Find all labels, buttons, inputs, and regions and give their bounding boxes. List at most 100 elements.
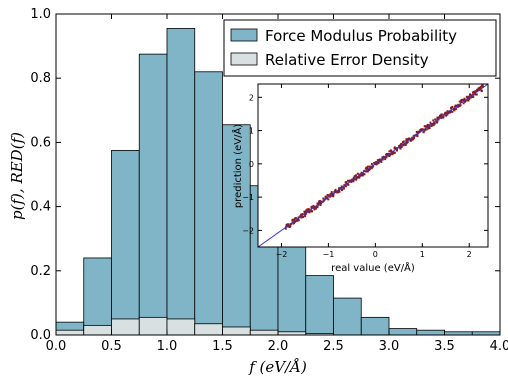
scatter-point (463, 97, 466, 100)
scatter-point (475, 93, 478, 96)
legend-label-error: Relative Error Density (265, 51, 429, 69)
scatter-point (423, 129, 426, 132)
force-bar (166, 28, 196, 336)
scatter-point (293, 218, 296, 221)
x-tick-label: 2.5 (323, 339, 344, 354)
scatter-point (314, 207, 317, 210)
scatter-point (352, 180, 355, 183)
scatter-point (324, 195, 327, 198)
scatter-point (385, 156, 388, 159)
scatter-point (363, 173, 366, 176)
scatter-point (400, 142, 403, 145)
force-bar (305, 275, 334, 336)
scatter-point (402, 144, 405, 147)
scatter-point (316, 202, 319, 205)
scatter-point (360, 171, 363, 174)
scatter-point (460, 100, 463, 103)
scatter-point (330, 191, 333, 194)
scatter-point (406, 138, 409, 141)
inset-y-label: prediction (eV/Å) (231, 124, 244, 208)
inset-frame (257, 83, 489, 248)
scatter-point (374, 161, 377, 164)
error-bar (138, 316, 168, 336)
force-bar (416, 329, 445, 336)
scatter-point (370, 167, 373, 170)
scatter-point (410, 139, 413, 142)
scatter-point (398, 146, 401, 149)
scatter-point (415, 131, 418, 134)
scatter-point (424, 125, 427, 128)
scatter-point (471, 91, 474, 94)
scatter-point (334, 188, 337, 191)
scatter-point (313, 208, 316, 211)
scatter-point (365, 166, 368, 169)
scatter-point (304, 211, 307, 214)
scatter-point (474, 90, 477, 93)
scatter-point (458, 100, 461, 103)
scatter-point (316, 205, 319, 208)
scatter-point (345, 182, 348, 185)
scatter-point (440, 113, 443, 116)
force-bar (83, 257, 112, 336)
inset-x-tick-label: 2 (467, 250, 472, 259)
scatter-point (297, 216, 300, 219)
scatter-point (438, 114, 441, 117)
error-bar (55, 329, 85, 336)
scatter-point (311, 210, 314, 213)
error-bar (83, 324, 112, 336)
x-tick-label: 0.0 (46, 339, 67, 354)
scatter-point (446, 113, 449, 116)
scatter-point (391, 153, 394, 156)
scatter-point (386, 152, 389, 155)
scatter-point (449, 111, 452, 114)
scatter-point (353, 178, 356, 181)
x-axis-label: f (eV/Å) (248, 358, 307, 376)
scatter-point (332, 195, 335, 198)
scatter-point (381, 156, 384, 159)
scatter-point (469, 96, 472, 99)
scatter-point (405, 142, 408, 145)
scatter-point (297, 219, 300, 222)
scatter-point (304, 215, 307, 218)
legend-swatch-force (230, 28, 258, 42)
scatter-point (412, 137, 415, 140)
scatter-point (338, 187, 341, 190)
scatter-point (302, 215, 305, 218)
inset-x-tick-label: 0 (373, 250, 378, 259)
scatter-point (344, 185, 347, 188)
scatter-point (393, 146, 396, 149)
scatter-point (432, 124, 435, 127)
scatter-point (426, 123, 429, 126)
x-tick-label: 4.0 (490, 339, 508, 354)
scatter-point (289, 225, 292, 228)
scatter-point (342, 186, 345, 189)
scatter-point (361, 174, 364, 177)
inset-fit-line (257, 83, 489, 248)
scatter-point (465, 95, 468, 98)
scatter-point (294, 217, 297, 220)
scatter-point (468, 97, 471, 100)
scatter-point (301, 212, 304, 215)
scatter-point (321, 200, 324, 203)
scatter-point (390, 150, 393, 153)
scatter-point (375, 163, 378, 166)
error-bar (194, 323, 223, 336)
scatter-point (402, 140, 405, 143)
scatter-point (305, 212, 308, 215)
y-tick-label: 0.2 (30, 264, 51, 279)
scatter-point (354, 174, 357, 177)
scatter-point (306, 208, 309, 211)
scatter-point (314, 206, 317, 209)
scatter-point (399, 147, 402, 150)
inset-y-tick-label: 1 (249, 127, 254, 136)
scatter-point (450, 107, 453, 110)
scatter-point (373, 161, 376, 164)
scatter-point (433, 122, 436, 125)
scatter-point (417, 130, 420, 133)
scatter-point (310, 206, 313, 209)
inset-y-tick-label: 0 (249, 160, 254, 169)
scatter-point (429, 121, 432, 124)
inset-x-label: real value (eV/Å) (331, 261, 415, 274)
scatter-point (358, 175, 361, 178)
